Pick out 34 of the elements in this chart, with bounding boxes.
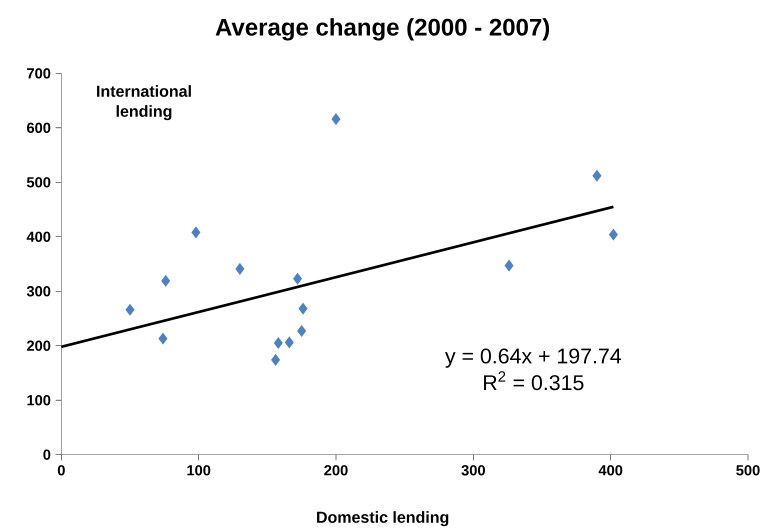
point <box>504 260 514 272</box>
y-tick-label: 200 <box>26 340 50 351</box>
y-tick-label: 400 <box>26 232 50 242</box>
point <box>271 354 280 366</box>
y-tick-label: 0 <box>43 449 50 460</box>
annotation: R$^{2}$ = 0.315 <box>484 371 584 390</box>
y-tick-label: 700 <box>27 68 50 79</box>
point <box>191 226 200 238</box>
point <box>608 228 618 240</box>
point <box>298 302 308 315</box>
point <box>297 325 306 337</box>
y-axis-title: International lending <box>97 85 191 120</box>
x-tick-label: 500 <box>736 465 760 476</box>
point <box>284 336 294 348</box>
chart-title: Average change (2000 - 2007) <box>216 18 550 41</box>
point <box>235 263 244 275</box>
point <box>274 337 283 349</box>
y-tick-label: 500 <box>26 177 50 188</box>
point <box>126 304 134 316</box>
annotation: y = 0.64x + 197.74 <box>445 348 622 368</box>
y-tick-label: 100 <box>27 395 50 406</box>
x-tick-label: 0 <box>58 465 65 476</box>
point <box>332 113 340 125</box>
point <box>161 275 170 287</box>
point <box>158 332 168 345</box>
x-tick-label: 100 <box>187 465 210 476</box>
y-tick-label: 300 <box>26 286 50 296</box>
x-tick-label: 300 <box>461 465 485 476</box>
x-tick-label: 400 <box>598 465 622 476</box>
point <box>293 272 302 285</box>
point <box>592 170 602 182</box>
y-tick-label: 600 <box>27 122 50 134</box>
x-axis-title: Domestic lending <box>317 511 448 526</box>
x-tick-label: 200 <box>324 465 348 476</box>
